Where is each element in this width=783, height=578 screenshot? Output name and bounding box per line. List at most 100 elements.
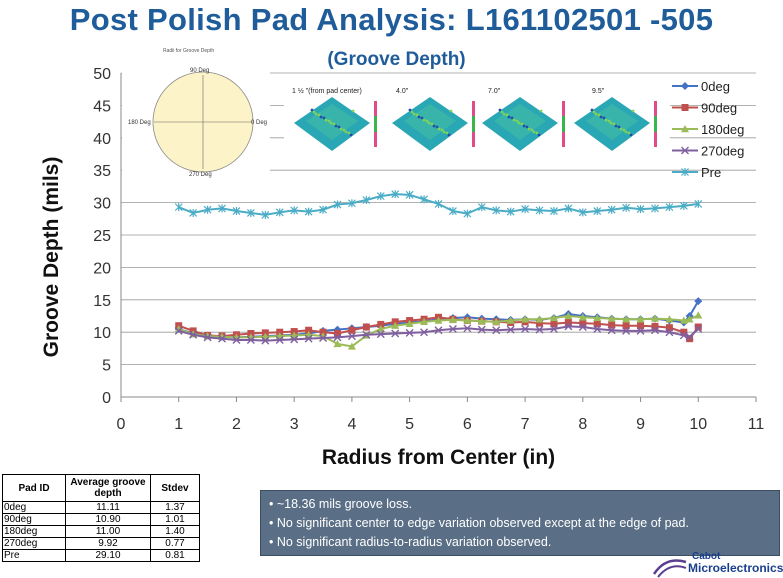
thumbnail-speckle [435,125,439,129]
average-cell: 11.00 [65,525,151,538]
data-point [449,207,457,216]
thumbnail-speckle [430,122,434,126]
y-axis-title: Groove Depth (mils) [40,157,63,358]
series-layer [174,190,703,350]
data-point [405,190,414,199]
data-point [681,82,689,90]
data-point [362,330,371,339]
y-tick-label: 40 [93,131,111,148]
data-point [405,319,414,327]
thumbnail-speckle [415,113,419,117]
data-point [347,332,356,341]
data-point [681,146,689,155]
thumbnail-speckle [619,127,623,131]
y-tick-label: 10 [93,325,111,342]
data-point [679,201,688,210]
data-point [333,329,341,337]
thumbnail-speckle [527,127,531,131]
thumbnail-speckle [539,109,543,113]
observations-box: • ~18.36 mils groove loss. • No signific… [260,490,780,556]
thumbnail-speckle [500,110,504,114]
data-point [622,322,630,330]
data-point [578,323,587,332]
data-point [650,314,659,322]
data-point [434,199,443,208]
thumbnail-speckle [614,124,618,128]
page-subtitle: (Groove Depth) [327,49,466,70]
thumbnail-speckle [314,112,318,116]
data-point [681,125,689,133]
data-point [622,326,631,335]
thumbnail-speckle [425,119,429,123]
data-point [477,317,486,325]
thumbnail-colorbar-mid [654,116,657,132]
data-point [434,326,443,335]
groove-depth-chart: Radii for Groove Depth 90 Deg 180 Deg 0 … [40,48,765,469]
thumbnail-speckle [317,113,321,117]
thumbnail-speckle [329,121,333,125]
data-point [650,326,659,335]
legend-label: 0deg [701,79,730,94]
data-point [463,209,472,218]
data-point [622,203,631,212]
observation-item: • No significant radius-to-radius variat… [269,535,552,549]
legend-item-90deg: 90deg [672,101,737,116]
data-point [651,322,659,330]
thumbnail-colorbar-mid [374,116,377,132]
thumbnail-speckle [622,128,626,132]
thumbnail-speckle [442,130,446,134]
thumbnail-colorbar-mid [562,116,565,132]
data-point [362,323,370,331]
data-point [564,312,573,320]
thumbnail-speckle [349,133,353,137]
data-point [275,208,284,217]
thumbnail-speckle [510,116,514,120]
thumbnail-speckle [420,116,424,120]
page-title: Post Polish Pad Analysis: L161102501 -50… [69,2,714,37]
data-point [391,190,400,199]
table-header-average: Average groove depth [65,474,151,502]
legend-label: 270deg [701,144,744,159]
data-point [333,333,342,342]
thumbnail-strip: 1 ½ "(from pad center) 4.0" 7.0" 9.5" [284,82,670,168]
thumbnail-speckle [337,125,341,129]
thumbnail-speckle [334,124,338,128]
table-row: 270deg 9.92 0.77 [2,537,200,550]
inset-label-90: 90 Deg [190,68,209,74]
data-point [679,331,688,340]
data-point [246,335,255,344]
data-point [607,205,616,214]
data-point [564,204,573,213]
data-point [686,335,694,343]
data-point [290,206,299,215]
table-row: Pre 29.10 0.81 [2,549,200,562]
thumbnail-speckle [310,108,314,112]
data-point [218,334,227,343]
data-point [521,315,530,323]
average-cell: 29.10 [65,549,151,562]
thumbnail-speckle [447,133,451,137]
pad-id-cell: 180deg [2,525,66,538]
data-point [607,326,616,335]
series-line [178,325,699,342]
data-point [550,207,558,216]
thumbnail-speckle [498,108,502,112]
data-point [694,199,703,208]
x-tick-label: 1 [174,416,183,433]
thumbnail-speckle [427,121,431,125]
thumbnail-speckle [322,116,326,120]
thumbnail-label: 9.5" [592,88,605,95]
data-point [376,330,385,339]
thumbnail-speckle [412,112,416,116]
data-point [203,333,212,342]
logo-line2: Microelectronics [688,561,783,575]
data-point [174,324,183,333]
data-point [681,168,689,176]
x-tick-label: 10 [689,416,707,433]
data-point [218,204,226,213]
thumbnail-speckle [432,124,436,128]
data-point [420,195,428,204]
data-point [348,326,356,334]
legend-label: 90deg [701,101,737,116]
